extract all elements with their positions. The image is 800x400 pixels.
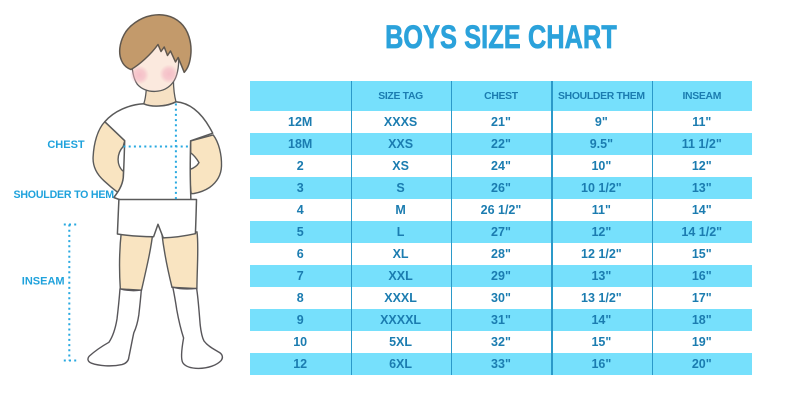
- svg-text:INSEAM: INSEAM: [22, 276, 65, 288]
- svg-text:SHOULDER TO HEM: SHOULDER TO HEM: [13, 189, 114, 201]
- svg-text:CHEST: CHEST: [47, 139, 85, 151]
